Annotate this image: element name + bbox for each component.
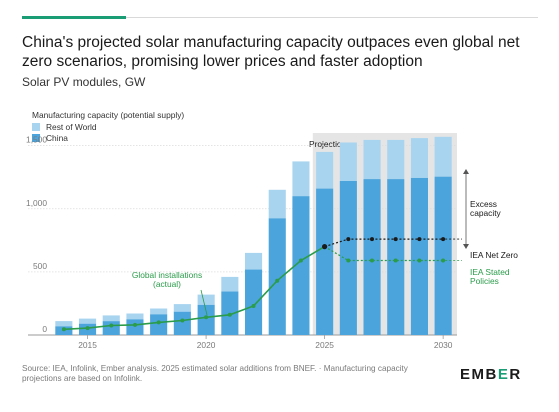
- bar-rest-of-world: [434, 136, 452, 177]
- chart-canvas: Manufacturing capacity (potential supply…: [26, 110, 518, 350]
- bar-rest-of-world: [363, 139, 381, 179]
- bar-china: [268, 218, 286, 335]
- legend-label-rest-of-world: Rest of World: [46, 122, 97, 132]
- x-axis: 2015 2020 2025 2030: [78, 335, 453, 350]
- stated-policies-point: [393, 258, 398, 263]
- bar-rest-of-world: [339, 142, 357, 181]
- net-zero-point: [441, 237, 446, 242]
- projection-region: [312, 133, 457, 335]
- projections-label: Projections: [309, 139, 350, 149]
- net-zero-line: [324, 238, 444, 248]
- y-tick-label: 1,000: [26, 198, 47, 208]
- legend-label-china: China: [46, 133, 68, 143]
- bar-china: [173, 311, 191, 335]
- stated-policies-point: [441, 258, 446, 263]
- bar-china: [434, 176, 452, 335]
- installations-point: [275, 278, 280, 283]
- installations-point: [180, 318, 185, 323]
- bar-rest-of-world: [150, 308, 168, 315]
- legend-swatch-china: [32, 134, 40, 142]
- bar-rest-of-world: [316, 151, 334, 189]
- stated-policies-label-line1: IEA Stated: [470, 267, 510, 277]
- bar-rest-of-world: [221, 276, 239, 292]
- installations-point: [109, 323, 114, 328]
- logo-text-end: R: [509, 366, 522, 383]
- bar-rest-of-world: [245, 252, 263, 270]
- gridlines: [28, 145, 457, 336]
- stated-policies-point: [417, 258, 422, 263]
- bar-china: [126, 319, 144, 335]
- installations-point: [85, 326, 90, 331]
- installations-label-pointer: [200, 289, 208, 316]
- line-series: [61, 237, 462, 332]
- bar-china: [102, 321, 120, 335]
- installations-point: [156, 320, 161, 325]
- y-tick-label: 0: [42, 324, 47, 334]
- legend-heading: Manufacturing capacity (potential supply…: [32, 110, 184, 120]
- bar-rest-of-world: [55, 321, 73, 327]
- x-tick-label: 2025: [315, 340, 334, 350]
- ember-logo: EMBER: [460, 366, 522, 383]
- net-zero-point: [417, 237, 422, 242]
- logo-text-accent: E: [497, 366, 510, 383]
- y-tick-label: 1,500: [26, 135, 47, 145]
- bar-rest-of-world: [410, 138, 428, 178]
- excess-capacity-bracket: [463, 169, 469, 249]
- chart-title: China's projected solar manufacturing ca…: [22, 34, 520, 70]
- bar-china: [197, 304, 215, 335]
- bar-china: [150, 314, 168, 335]
- installations-label-line2: (actual): [153, 279, 181, 289]
- bar-rest-of-world: [102, 315, 120, 322]
- installations-point: [227, 312, 232, 317]
- installations-point: [251, 304, 256, 308]
- top-rule: [0, 0, 559, 20]
- excess-capacity-label-line1: Excess: [470, 199, 497, 209]
- stated-policies-label-line2: Policies: [470, 276, 499, 286]
- branch-point: [322, 244, 328, 250]
- legend-swatch-rest-of-world: [32, 123, 40, 131]
- y-axis: 0 500 1,000 1,500: [26, 135, 47, 334]
- installations-line: [63, 245, 326, 331]
- logo-text-main: EMB: [460, 366, 498, 383]
- installations-point: [204, 315, 209, 320]
- x-tick-label: 2015: [78, 340, 97, 350]
- bar-china: [292, 196, 310, 335]
- bar-rest-of-world: [268, 189, 286, 219]
- installations-point: [298, 258, 303, 263]
- bar-rest-of-world: [292, 161, 310, 197]
- bar-china: [410, 177, 428, 335]
- net-zero-point: [393, 237, 398, 242]
- installations-point: [61, 327, 66, 332]
- installations-point: [133, 322, 137, 327]
- x-tick-label: 2030: [434, 340, 453, 350]
- installations-label-line1: Global installations: [132, 270, 202, 280]
- bar-rest-of-world: [387, 139, 405, 179]
- x-tick-label: 2020: [197, 340, 216, 350]
- net-zero-point: [370, 237, 374, 242]
- bar-rest-of-world: [173, 304, 191, 312]
- bar-rest-of-world: [197, 294, 215, 305]
- net-zero-label: IEA Net Zero: [470, 250, 518, 260]
- stated-policies-point: [346, 258, 351, 263]
- bar-china: [363, 179, 381, 335]
- bar-rest-of-world: [126, 313, 144, 320]
- bar-china: [387, 179, 405, 335]
- y-tick-label: 500: [33, 261, 47, 271]
- bar-china: [316, 188, 334, 335]
- excess-capacity-label-line2: capacity: [470, 208, 502, 218]
- stated-policies-point: [370, 258, 374, 263]
- bar-rest-of-world: [79, 318, 97, 324]
- net-zero-point: [346, 237, 351, 242]
- bar-china: [245, 269, 263, 335]
- chart-subtitle: Solar PV modules, GW: [22, 75, 146, 89]
- bar-china: [339, 181, 357, 335]
- top-rule-line: [126, 17, 538, 18]
- top-rule-accent: [22, 16, 126, 19]
- source-footnote: Source: IEA, Infolink, Ember analysis. 2…: [22, 364, 408, 383]
